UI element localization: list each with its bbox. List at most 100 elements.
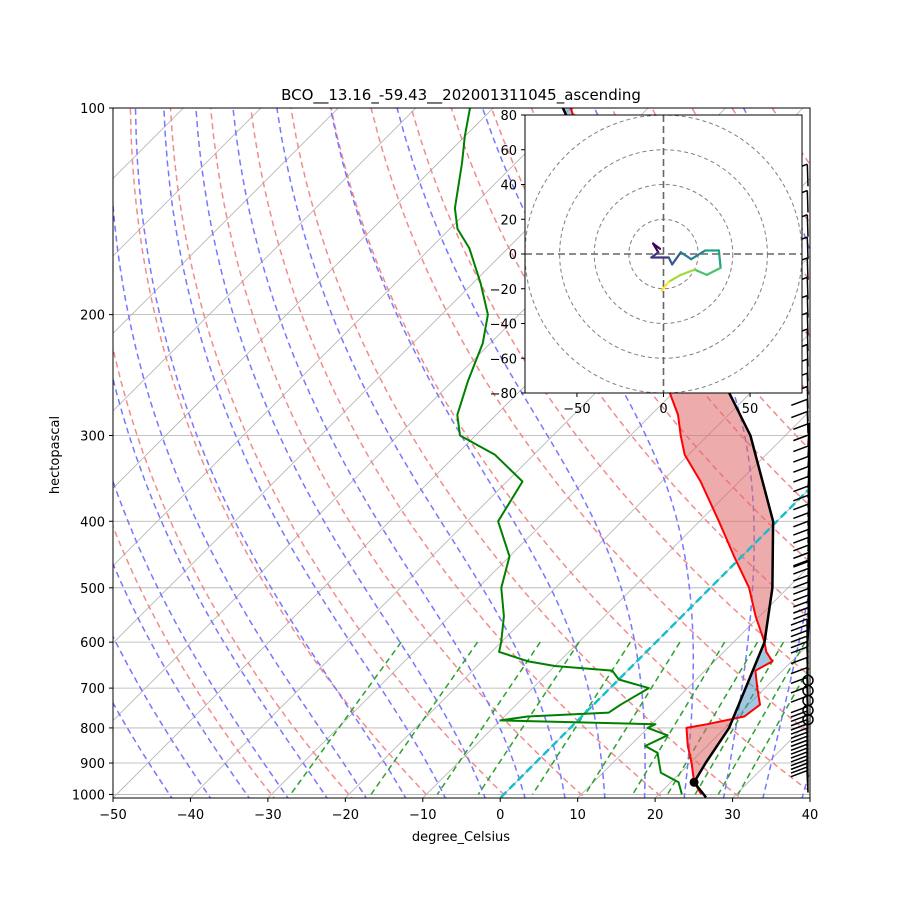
moist-adiabat (113, 375, 328, 798)
y-tick-label: 600 (80, 636, 105, 651)
hodograph-segment (690, 249, 707, 261)
wind-barb-flag (790, 710, 808, 718)
isotherm-10 (577, 565, 810, 798)
dry-adiabat (853, 108, 900, 809)
wind-barb-flag (793, 574, 810, 582)
moist-adiabat (113, 701, 173, 798)
dry-adiabat (893, 108, 900, 809)
isotherm--30 (267, 255, 810, 798)
moist-adiabat (195, 108, 486, 798)
hodograph-segment (679, 251, 693, 261)
hodograph-segment (717, 249, 722, 269)
hodograph-segment (693, 268, 708, 276)
x-tick-label: −50 (99, 808, 126, 823)
wind-barb-flag (793, 580, 810, 589)
chart-title: BCO__13.16_-59.43__202001311045_ascendin… (281, 86, 641, 105)
wind-barb-flag (793, 544, 810, 552)
x-tick-label: −20 (332, 808, 359, 823)
lcl-marker (689, 777, 699, 787)
dry-adiabat (209, 108, 587, 798)
wind-barb-flag (790, 755, 808, 763)
hodograph-y-label: 80 (500, 109, 517, 124)
dry-adiabat (330, 108, 810, 793)
wind-barb-flag (790, 705, 808, 714)
hodograph-y-label: −40 (490, 318, 517, 333)
hodograph-segment (667, 273, 682, 283)
hodograph-y-label: −20 (490, 283, 517, 298)
wind-barb-staff (806, 214, 809, 237)
wind-barb (793, 433, 811, 457)
wind-barb-flag (790, 766, 808, 774)
wind-barb-flag (793, 475, 810, 483)
dry-adiabat (169, 108, 509, 798)
wind-barb (791, 398, 809, 422)
x-tick-label: −40 (177, 808, 204, 823)
wind-barb-flag (790, 739, 808, 748)
wind-barb-flag (793, 587, 810, 595)
wind-barb-flag (791, 410, 808, 419)
isotherm-40 (809, 797, 810, 798)
wind-barb-flag (790, 723, 808, 731)
hodograph-grid (525, 115, 802, 393)
wind-barb-flag (790, 635, 808, 643)
x-axis-ticks: −50 −40 −30 −20 −10 0 10 20 30 40 (99, 798, 818, 823)
y-tick-label: 100 (80, 102, 105, 117)
wind-barb-flag (793, 422, 810, 430)
x-tick-label: −10 (409, 808, 436, 823)
dry-adiabat (290, 108, 742, 798)
wind-barb-flag (790, 727, 808, 735)
dry-adiabat (129, 108, 431, 798)
mixing-ratio-line (436, 641, 541, 795)
dry-adiabat (812, 108, 900, 809)
hodograph-segment (705, 266, 722, 276)
wind-barb-flag (790, 646, 808, 654)
wind-barb-flag (793, 455, 810, 463)
moist-adiabat (276, 108, 566, 798)
wind-barb-flag (793, 612, 810, 620)
y-tick-label: 400 (80, 515, 105, 530)
wind-barb-flag (790, 735, 808, 744)
dry-adiabat (370, 108, 810, 735)
mixing-ratio-line (737, 664, 810, 795)
wind-barb (790, 640, 809, 670)
wind-barb (790, 762, 809, 786)
moist-adiabat (113, 479, 289, 798)
wind-barb-flag (791, 398, 808, 406)
isotherm--120 (113, 108, 262, 257)
wind-barb-flag (793, 484, 810, 493)
x-tick-label: 0 (496, 808, 504, 823)
wind-barb-flag (790, 624, 808, 632)
hodograph-x-label: −50 (563, 402, 590, 417)
y-tick-label: 300 (80, 430, 105, 445)
moist-adiabat (801, 767, 810, 798)
wind-barb-flag (793, 494, 810, 502)
wind-barb-staff (806, 257, 809, 280)
cape-area (686, 719, 733, 783)
y-tick-label: 500 (80, 582, 105, 597)
hodograph-y-label: 20 (500, 213, 517, 228)
cin-area (732, 643, 773, 719)
wind-barb-flag (793, 465, 810, 473)
isotherm-0 (499, 487, 810, 798)
wind-barb-flag (790, 719, 808, 727)
y-tick-label: 1000 (72, 788, 105, 803)
wind-barb-flag (793, 511, 810, 520)
wind-barb-flag (790, 769, 808, 778)
wind-barb-staff (806, 411, 809, 434)
wind-barb-flag (790, 666, 808, 675)
isotherm-20 (654, 642, 810, 798)
x-tick-label: 30 (724, 808, 741, 823)
hodograph-inset: 80 60 40 20 0 −20 −40 −60 −80 −50 0 50 (490, 109, 803, 417)
wind-barb-flag (790, 758, 808, 767)
dry-adiabat (113, 524, 276, 798)
wind-barb-staff (806, 190, 809, 213)
wind-barb (790, 769, 809, 793)
wind-barb-flag (793, 606, 810, 614)
hodograph-segment (660, 280, 670, 292)
y-tick-label: 900 (80, 757, 105, 772)
wind-barb-flag (790, 640, 808, 649)
isotherm--150 (0, 93, 44, 809)
wind-barb-flag (790, 751, 808, 759)
dry-adiabat (113, 344, 354, 798)
